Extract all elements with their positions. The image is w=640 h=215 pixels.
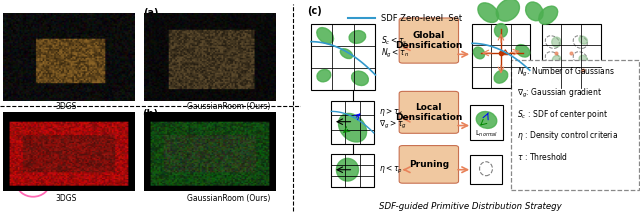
Ellipse shape	[476, 112, 497, 128]
FancyBboxPatch shape	[399, 91, 458, 133]
Bar	[472, 24, 530, 88]
Text: (a): (a)	[143, 8, 158, 18]
Text: $\tau$ : Threshold: $\tau$ : Threshold	[517, 151, 568, 162]
Text: $\eta > \tau_d$: $\eta > \tau_d$	[379, 106, 403, 118]
FancyBboxPatch shape	[470, 155, 502, 184]
Text: Global
Densification: Global Densification	[395, 31, 463, 50]
Text: GaussianRoom (Ours): GaussianRoom (Ours)	[187, 194, 270, 203]
Ellipse shape	[525, 2, 543, 21]
Ellipse shape	[539, 6, 557, 24]
Ellipse shape	[552, 55, 561, 63]
Ellipse shape	[474, 47, 484, 59]
Ellipse shape	[317, 28, 333, 44]
FancyBboxPatch shape	[470, 105, 502, 140]
Text: SDF Zero-level  Set: SDF Zero-level Set	[381, 14, 461, 23]
Ellipse shape	[516, 45, 530, 57]
Text: $S_c$ : SDF of center point: $S_c$ : SDF of center point	[517, 108, 608, 121]
Ellipse shape	[579, 36, 588, 44]
Ellipse shape	[494, 70, 508, 83]
Text: SDF-guided Primitive Distribution Strategy: SDF-guided Primitive Distribution Strate…	[379, 202, 562, 211]
Text: $\eta < \tau_p$: $\eta < \tau_p$	[379, 164, 403, 176]
Text: GaussianRoom (Ours): GaussianRoom (Ours)	[187, 102, 270, 111]
Ellipse shape	[495, 24, 508, 38]
Text: $\mathrm{L}_{normal}$: $\mathrm{L}_{normal}$	[475, 129, 498, 139]
Text: 3DGS: 3DGS	[56, 102, 77, 111]
Ellipse shape	[339, 114, 367, 142]
Ellipse shape	[340, 49, 353, 58]
Ellipse shape	[579, 55, 588, 63]
Bar	[311, 24, 376, 90]
Ellipse shape	[351, 71, 369, 86]
Text: $\eta$ : Density control criteria: $\eta$ : Density control criteria	[517, 129, 618, 142]
Ellipse shape	[317, 69, 331, 82]
Ellipse shape	[478, 3, 499, 22]
Text: $N_g < \tau_n$: $N_g < \tau_n$	[381, 47, 409, 60]
Ellipse shape	[349, 31, 365, 43]
Ellipse shape	[337, 158, 358, 181]
Text: (c): (c)	[308, 6, 323, 17]
Text: Pruning: Pruning	[409, 160, 449, 169]
FancyBboxPatch shape	[399, 18, 458, 63]
Ellipse shape	[552, 37, 561, 47]
Text: Local
Densification: Local Densification	[395, 103, 463, 122]
FancyBboxPatch shape	[399, 146, 458, 183]
Ellipse shape	[580, 70, 592, 81]
Bar	[541, 24, 601, 88]
Text: $\nabla_g$: Gaussian gradient: $\nabla_g$: Gaussian gradient	[517, 87, 602, 100]
Text: $\nabla_g > \tau_g$: $\nabla_g > \tau_g$	[379, 119, 407, 131]
Text: (b): (b)	[142, 109, 159, 119]
Text: $N_g$: Number of Gaussians: $N_g$: Number of Gaussians	[517, 66, 615, 78]
Bar	[332, 154, 374, 187]
Text: $S_c < \tau_s$: $S_c < \tau_s$	[381, 35, 407, 47]
Ellipse shape	[496, 0, 520, 21]
Text: 3DGS: 3DGS	[56, 194, 77, 203]
Bar	[332, 101, 374, 144]
FancyBboxPatch shape	[511, 60, 639, 190]
